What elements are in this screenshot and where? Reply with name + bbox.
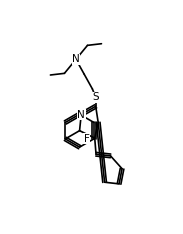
Text: F: F [84, 134, 89, 144]
Text: N: N [72, 54, 80, 64]
Text: N: N [77, 110, 85, 120]
Text: S: S [92, 92, 99, 102]
